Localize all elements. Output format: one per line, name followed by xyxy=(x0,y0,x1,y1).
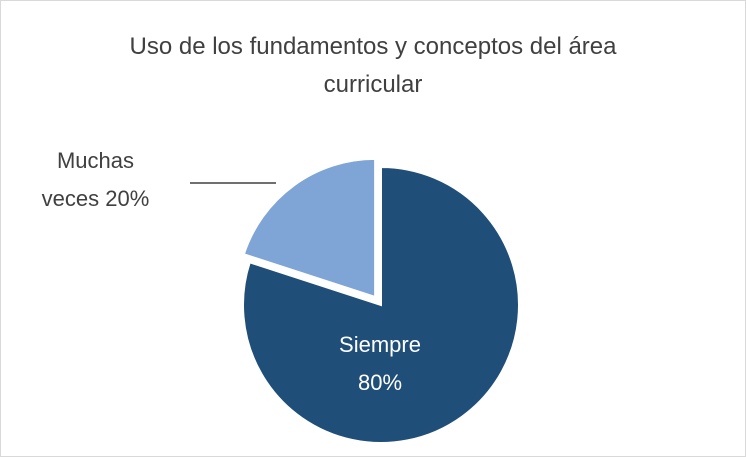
slice-label: Muchas veces 20% xyxy=(38,142,153,218)
pie-slice xyxy=(242,157,377,299)
category-label: Muchas veces xyxy=(41,148,135,211)
value-label: 80% xyxy=(357,370,403,395)
category-label: Siempre xyxy=(339,332,421,357)
chart-title: Uso de los fundamentos y conceptos del á… xyxy=(129,33,617,98)
value-label: 20% xyxy=(105,186,150,211)
pie-slice xyxy=(242,165,520,444)
slice-label: Siempre 80% xyxy=(320,326,440,402)
